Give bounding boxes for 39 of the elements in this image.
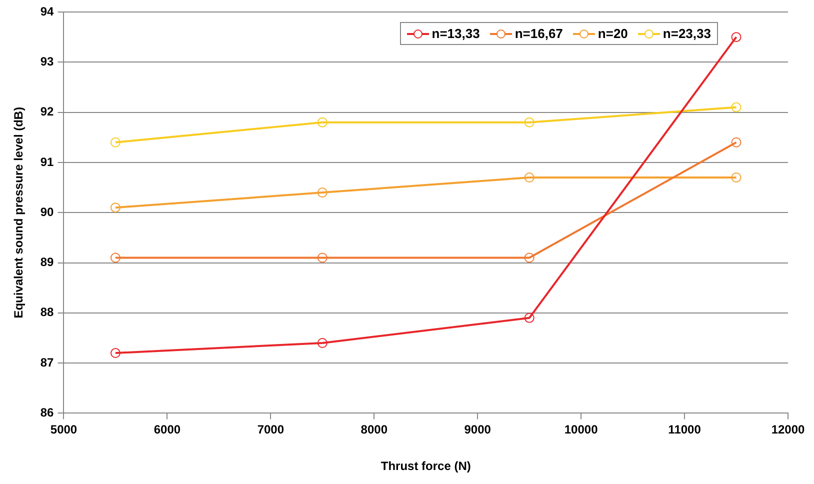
y-axis-title: Equivalent sound pressure level (dB) bbox=[12, 106, 26, 318]
x-tick-label: 5000 bbox=[50, 422, 78, 437]
point bbox=[317, 117, 328, 128]
point bbox=[317, 338, 328, 348]
point bbox=[110, 137, 120, 148]
legend-label: n=16,67 bbox=[514, 26, 563, 41]
y-tick-label: 94 bbox=[40, 4, 54, 18]
point bbox=[110, 348, 120, 358]
point bbox=[524, 117, 534, 128]
point bbox=[110, 202, 120, 213]
x-tick-label: 7000 bbox=[257, 422, 284, 437]
x-tick-label: 6000 bbox=[154, 422, 181, 437]
x-axis-title: Thrust force (N) bbox=[380, 459, 471, 474]
x-tick-label: 12000 bbox=[771, 422, 806, 437]
point bbox=[731, 137, 742, 148]
x-tick-label: 11000 bbox=[668, 422, 702, 437]
y-tick-label: 90 bbox=[40, 204, 54, 219]
legend-label: n=23,33 bbox=[662, 26, 711, 41]
y-tick-label: 89 bbox=[40, 255, 54, 270]
y-tick-label: 88 bbox=[40, 305, 54, 320]
x-tick-label: 10000 bbox=[564, 422, 598, 437]
point bbox=[731, 102, 742, 112]
x-tick-label: 8000 bbox=[360, 422, 388, 437]
y-tick-label: 93 bbox=[40, 54, 54, 68]
x-tick-label: 9000 bbox=[464, 422, 492, 437]
point bbox=[110, 252, 120, 263]
point bbox=[731, 32, 742, 42]
legend-label: n=20 bbox=[598, 26, 628, 41]
y-tick-label: 91 bbox=[40, 154, 54, 169]
point bbox=[524, 312, 534, 323]
y-tick-label: 87 bbox=[40, 355, 54, 370]
legend-label: n=13,33 bbox=[432, 26, 480, 41]
point bbox=[317, 252, 328, 263]
point bbox=[524, 172, 534, 182]
point bbox=[731, 172, 742, 182]
point bbox=[524, 252, 534, 263]
y-tick-label: 92 bbox=[40, 104, 54, 119]
point bbox=[317, 188, 328, 198]
y-tick-label: 86 bbox=[40, 406, 54, 420]
